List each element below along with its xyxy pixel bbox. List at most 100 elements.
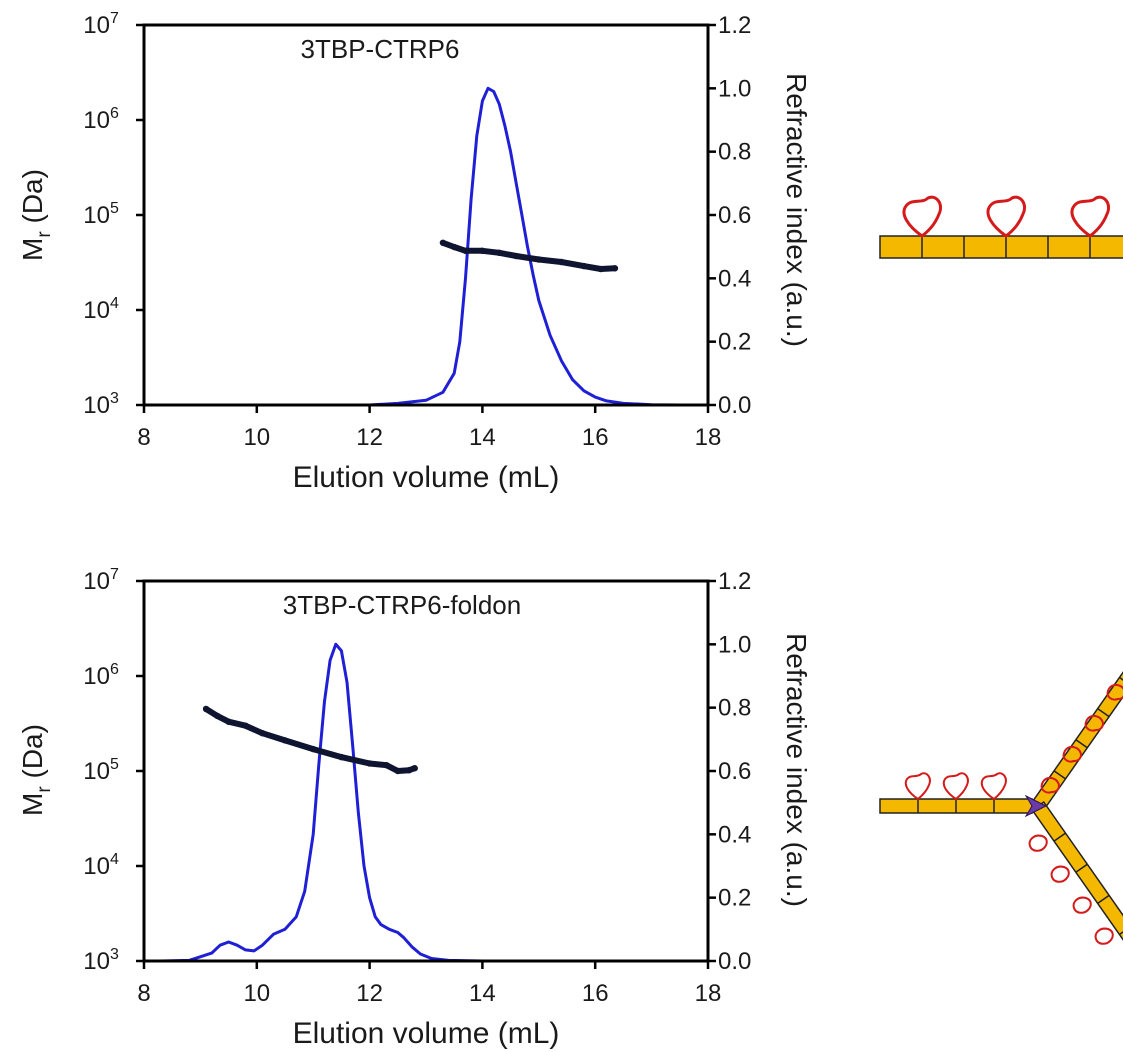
panel1-left-axis-label-sub: r [34, 231, 55, 238]
left-tick-exponent: 4 [110, 295, 119, 312]
panel2-x-axis-label: Elution volume (mL) [293, 1017, 560, 1050]
rod-segment-divider [1097, 894, 1110, 905]
panel2-right-ticks: 0.0 0.2 0.4 0.6 0.8 1.0 1.2 [708, 568, 751, 975]
panel1-left-axis-label: Mr (Da) [17, 169, 55, 261]
panel1-right-ticks: 0.0 0.2 0.4 0.6 0.8 1.0 1.2 [708, 12, 751, 419]
molar-mass-point [259, 729, 266, 737]
right-tick-label: 0.2 [718, 329, 751, 356]
molar-mass-point [242, 722, 249, 729]
molar-mass-point [513, 252, 520, 260]
x-tick-label: 18 [695, 980, 722, 1007]
right-tick-label: 1.2 [718, 568, 751, 595]
globular-domain-loop [904, 772, 931, 801]
molar-mass-point [310, 745, 317, 753]
molar-mass-point [439, 239, 447, 246]
left-tick-label: 10 [83, 948, 110, 975]
molar-mass-point [462, 247, 469, 254]
right-tick-label: 0.0 [718, 948, 751, 975]
globular-domain-loop [902, 195, 943, 238]
right-tick-label: 0.8 [718, 695, 751, 722]
foldon-hub [1024, 794, 1048, 818]
right-tick-label: 0.2 [718, 885, 751, 912]
molar-mass-point [496, 249, 503, 257]
right-tick-label: 0.4 [718, 265, 751, 292]
molar-mass-point [225, 718, 232, 725]
molar-mass-point [558, 258, 565, 266]
trimer-assembly-schematic [879, 645, 1123, 967]
left-tick-exponent: 6 [110, 661, 119, 678]
globular-domain-loop [1028, 834, 1048, 852]
molar-mass-point [479, 247, 486, 254]
molar-mass-point [383, 762, 390, 769]
globular-domain-loop [1106, 683, 1123, 701]
molar-mass-point [214, 712, 221, 720]
globular-domain-loop [1072, 896, 1092, 914]
rod-segment-divider [1053, 832, 1066, 842]
trimer-upper-arm [1031, 645, 1123, 812]
right-tick-label: 1.0 [718, 75, 751, 102]
panel2-chart-title: 3TBP-CTRP6-foldon [283, 590, 521, 620]
molar-mass-point [405, 766, 413, 774]
globular-domain-loop [942, 772, 969, 801]
linear-assembly-schematic [879, 195, 1123, 259]
left-tick-label: 10 [83, 853, 110, 880]
right-tick-label: 0.6 [718, 758, 751, 785]
x-tick-label: 14 [469, 424, 496, 451]
right-tick-label: 1.0 [718, 631, 751, 658]
trimer-upper-arm-rod [1031, 645, 1123, 812]
molar-mass-point [202, 705, 210, 713]
molar-mass-series-line [203, 705, 418, 774]
panel2-left-axis-label: Mr (Da) [17, 724, 55, 816]
panel2-series-layer [160, 642, 539, 963]
right-tick-label: 0.6 [718, 202, 751, 229]
x-tick-label: 10 [243, 980, 270, 1007]
globular-domain-loop [1050, 865, 1070, 883]
x-tick-label: 12 [356, 424, 383, 451]
right-tick-label: 1.2 [718, 12, 751, 39]
left-tick-label: 10 [83, 297, 110, 324]
globular-domain-loop [980, 772, 1007, 801]
panel1-series-layer [347, 86, 708, 407]
panel1-x-ticks: 8 10 12 14 16 18 [137, 405, 721, 451]
globular-domain-loop [1062, 745, 1082, 763]
right-tick-label: 0.0 [718, 392, 751, 419]
left-tick-exponent: 5 [110, 756, 119, 773]
panel2-left-axis-label-sub: r [34, 786, 55, 793]
x-tick-label: 18 [695, 424, 722, 451]
molar-mass-point [535, 256, 542, 263]
globular-domain-loop [986, 195, 1027, 238]
rod-segment-divider [1119, 676, 1123, 687]
x-tick-label: 8 [137, 424, 150, 451]
molar-mass-point [394, 767, 401, 775]
left-tick-label: 10 [83, 12, 110, 39]
molar-mass-point [338, 753, 345, 761]
left-tick-exponent: 7 [110, 566, 119, 583]
globular-domain-loop [1070, 195, 1111, 238]
x-tick-label: 12 [356, 980, 383, 1007]
refractive-index-series-line [347, 86, 708, 407]
left-tick-label: 10 [83, 663, 110, 690]
rod-segment-divider [1097, 707, 1110, 718]
panel1-right-axis-label: Refractive index (a.u.) [781, 73, 812, 347]
panel1-plot-frame [142, 23, 710, 407]
panel1-left-axis-label-main: M [17, 238, 48, 261]
x-tick-label: 16 [582, 980, 609, 1007]
globular-domain-loop [1094, 927, 1114, 945]
refractive-index-series-line [160, 642, 539, 963]
left-tick-label: 10 [83, 202, 110, 229]
rod-segment-divider [1053, 770, 1066, 780]
left-tick-label: 10 [83, 392, 110, 419]
left-tick-exponent: 5 [110, 200, 119, 217]
rod-segment-divider [1119, 925, 1123, 936]
left-tick-exponent: 4 [110, 851, 119, 868]
right-tick-label: 0.4 [718, 821, 751, 848]
left-tick-exponent: 7 [110, 10, 119, 27]
rod-segment-divider [1075, 863, 1088, 873]
x-tick-label: 10 [243, 424, 270, 451]
molar-mass-point [597, 265, 605, 273]
